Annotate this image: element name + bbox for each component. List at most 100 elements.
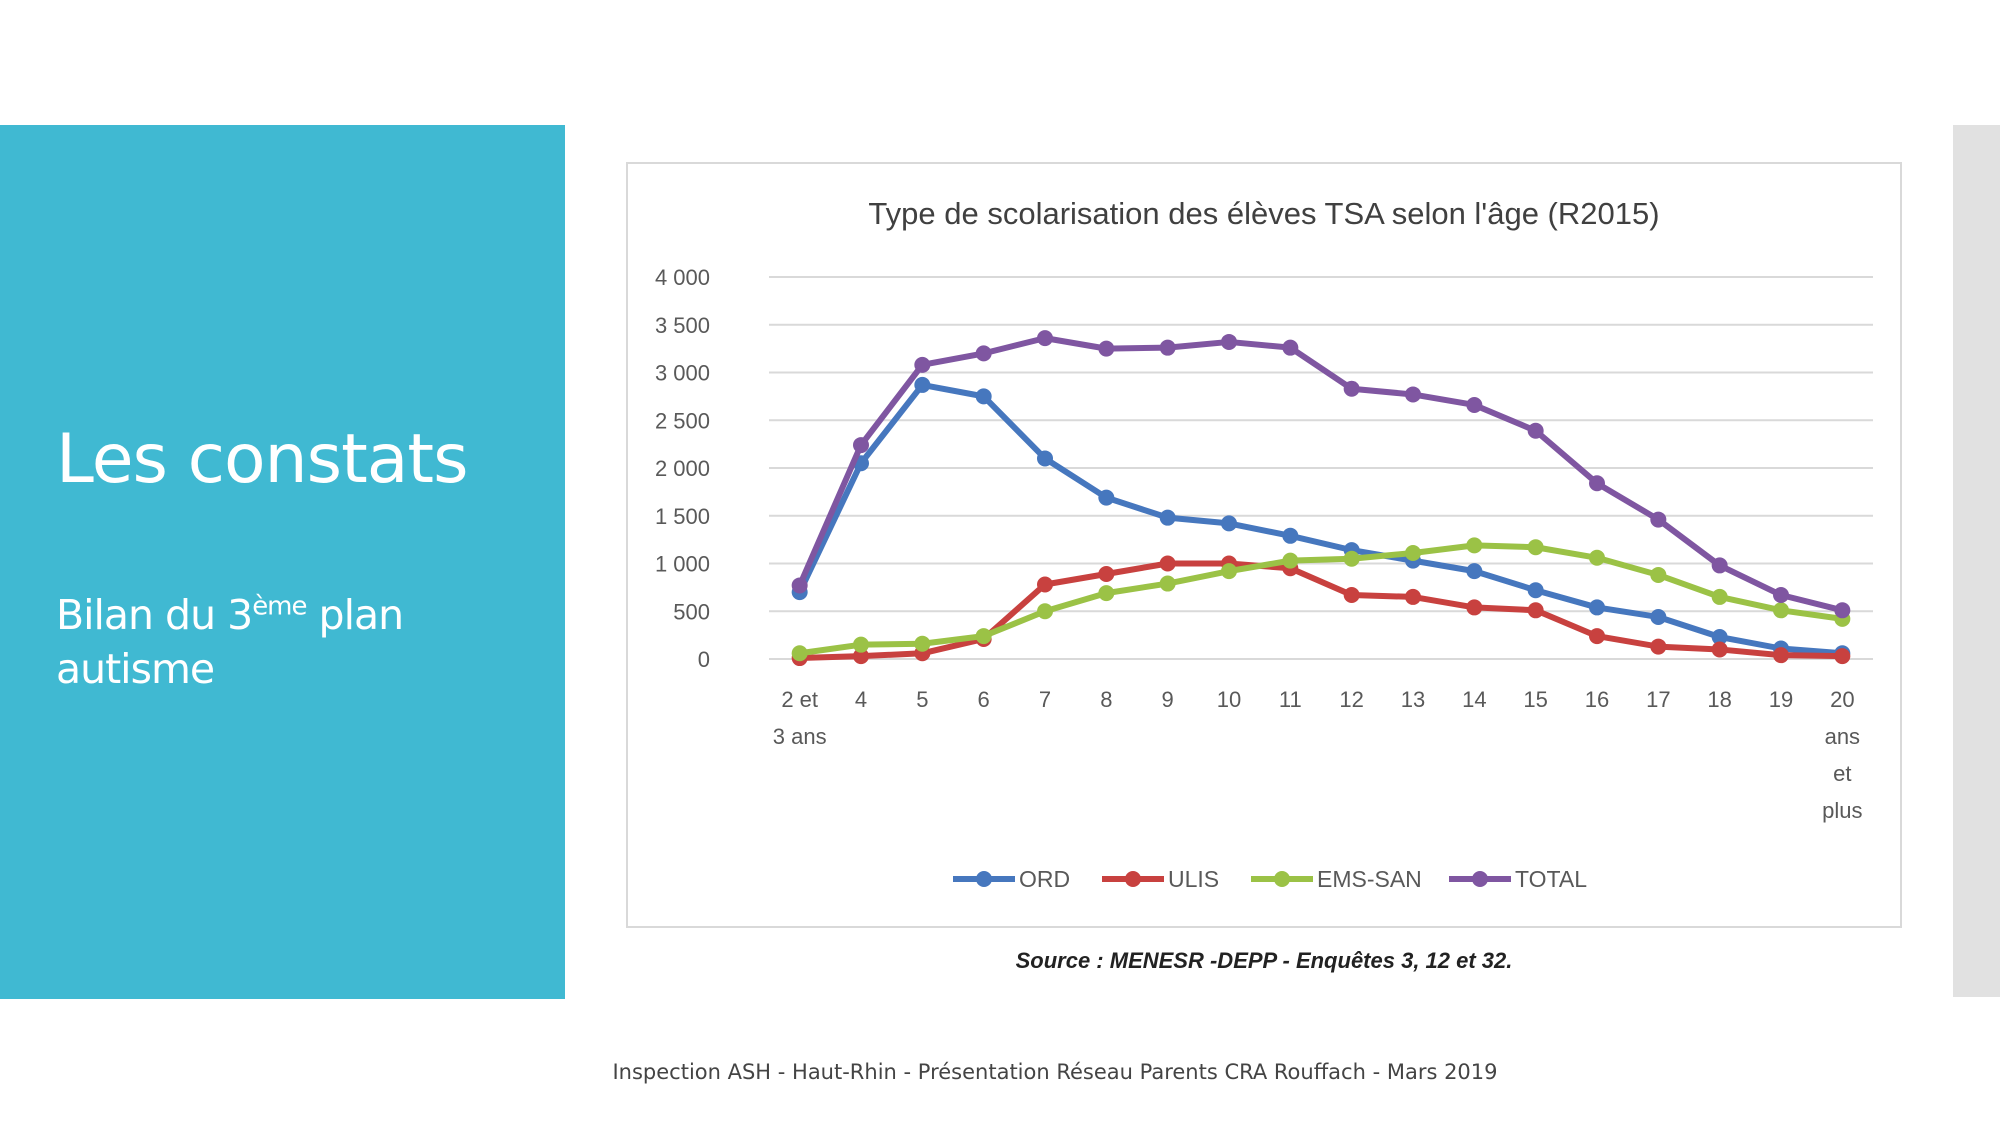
x-tick-label: 16 [1585, 687, 1609, 712]
x-tick-label: 4 [855, 687, 867, 712]
subtitle-text: Bilan du 3 [56, 591, 253, 639]
chart-frame: Type de scolarisation des élèves TSA sel… [626, 162, 1902, 928]
data-point-total [1589, 475, 1605, 492]
data-point-ord [1159, 509, 1176, 526]
data-point-total [1527, 422, 1544, 439]
data-point-ulis [1343, 587, 1360, 604]
x-tick-label: 5 [916, 687, 928, 712]
y-tick-label: 1 500 [655, 504, 710, 529]
data-point-ems-san [1098, 585, 1115, 602]
data-point-total [1466, 396, 1483, 413]
y-tick-label: 4 000 [655, 265, 710, 290]
x-tick-label: 10 [1217, 687, 1241, 712]
y-tick-label: 0 [698, 647, 710, 672]
y-tick-label: 3 000 [655, 361, 710, 386]
data-point-ulis [1711, 641, 1728, 658]
x-tick-label: 2 et 3 ans [773, 687, 827, 749]
data-point-ord [1466, 563, 1483, 580]
data-point-ulis [1037, 576, 1053, 593]
subtitle-text-end: plan autisme [56, 591, 404, 693]
x-tick-label: 18 [1707, 687, 1731, 712]
x-tick-label: 14 [1462, 687, 1486, 712]
data-point-ems-san [1343, 550, 1360, 567]
data-point-ulis [1466, 599, 1483, 616]
right-decoration-gap [1939, 125, 1953, 997]
data-point-ord [1282, 527, 1299, 544]
data-point-ulis [1589, 628, 1605, 645]
slide-title: Les constats [56, 420, 469, 499]
data-point-ord [1711, 629, 1728, 646]
data-point-ems-san [1159, 575, 1176, 592]
legend-label: ORD [1019, 866, 1070, 892]
data-point-ems-san [1466, 537, 1483, 554]
data-point-ulis [1098, 566, 1115, 583]
data-point-total [1098, 340, 1115, 357]
x-tick-label: 9 [1162, 687, 1174, 712]
y-tick-label: 500 [673, 599, 710, 624]
data-point-ulis [1773, 647, 1789, 664]
data-point-total [975, 345, 992, 362]
x-tick-label: 17 [1646, 687, 1670, 712]
legend-marker-ulis [1125, 871, 1141, 887]
data-point-ems-san [1282, 552, 1299, 569]
chart-title: Type de scolarisation des élèves TSA sel… [868, 196, 1659, 231]
data-point-ems-san [975, 628, 992, 645]
x-tick-label: 8 [1100, 687, 1112, 712]
data-point-total [914, 356, 931, 373]
data-point-total [1159, 339, 1176, 356]
legend-label: EMS-SAN [1317, 866, 1422, 892]
y-tick-label: 1 000 [655, 552, 710, 577]
data-point-ems-san [791, 645, 808, 662]
data-point-total [1834, 602, 1851, 619]
data-point-ems-san [1221, 563, 1237, 580]
series-line-total [796, 335, 1844, 614]
series-line-ems-san [799, 542, 1843, 657]
data-point-ulis [853, 648, 869, 665]
data-point-ord [1589, 599, 1605, 616]
data-point-total [1711, 557, 1728, 574]
slide-subtitle: Bilan du 3ème plan autisme [56, 588, 536, 696]
x-tick-label: 7 [1039, 687, 1051, 712]
data-point-ulis [1650, 638, 1667, 655]
data-point-ems-san [1589, 549, 1605, 566]
y-tick-label: 2 500 [655, 408, 710, 433]
data-point-ems-san [1650, 566, 1667, 583]
data-point-ems-san [914, 635, 931, 652]
data-point-ems-san [853, 636, 869, 653]
legend-marker-total [1472, 871, 1488, 887]
data-point-total [791, 577, 808, 594]
series-line-ulis [799, 560, 1843, 662]
x-tick-label: 13 [1401, 687, 1425, 712]
data-point-ord [1037, 450, 1053, 467]
data-point-total [1221, 333, 1237, 350]
y-tick-label: 3 500 [655, 313, 710, 338]
data-point-ord [1527, 582, 1544, 599]
data-point-total [1282, 339, 1299, 356]
y-tick-label: 2 000 [655, 456, 710, 481]
data-point-ems-san [1037, 603, 1053, 620]
x-tick-label: 11 [1279, 687, 1302, 712]
data-point-total [1773, 587, 1789, 604]
data-point-ulis [1159, 555, 1176, 572]
chart-source: Source : MENESR -DEPP - Enquêtes 3, 12 e… [1015, 948, 1513, 973]
data-point-ems-san [1711, 588, 1728, 605]
data-point-ord [1098, 489, 1115, 506]
data-point-total [853, 437, 869, 454]
x-tick-label: 6 [978, 687, 990, 712]
data-point-ems-san [1405, 544, 1421, 561]
data-point-ems-san [1773, 602, 1789, 619]
data-point-ulis [1527, 602, 1544, 619]
data-point-total [1343, 380, 1360, 397]
title-panel [0, 125, 565, 999]
data-point-ulis [1405, 588, 1421, 605]
footer: Inspection ASH - Haut-Rhin - Présentatio… [612, 1060, 1498, 1084]
legend-label: TOTAL [1515, 866, 1587, 892]
x-tick-label: 15 [1523, 687, 1547, 712]
x-tick-label: 12 [1339, 687, 1363, 712]
data-point-ord [975, 388, 992, 405]
legend-marker-ord [976, 871, 992, 887]
data-point-ord [1221, 515, 1237, 532]
data-point-ems-san [1527, 539, 1544, 556]
data-point-ulis [1834, 648, 1851, 665]
legend-marker-ems-san [1274, 871, 1290, 887]
